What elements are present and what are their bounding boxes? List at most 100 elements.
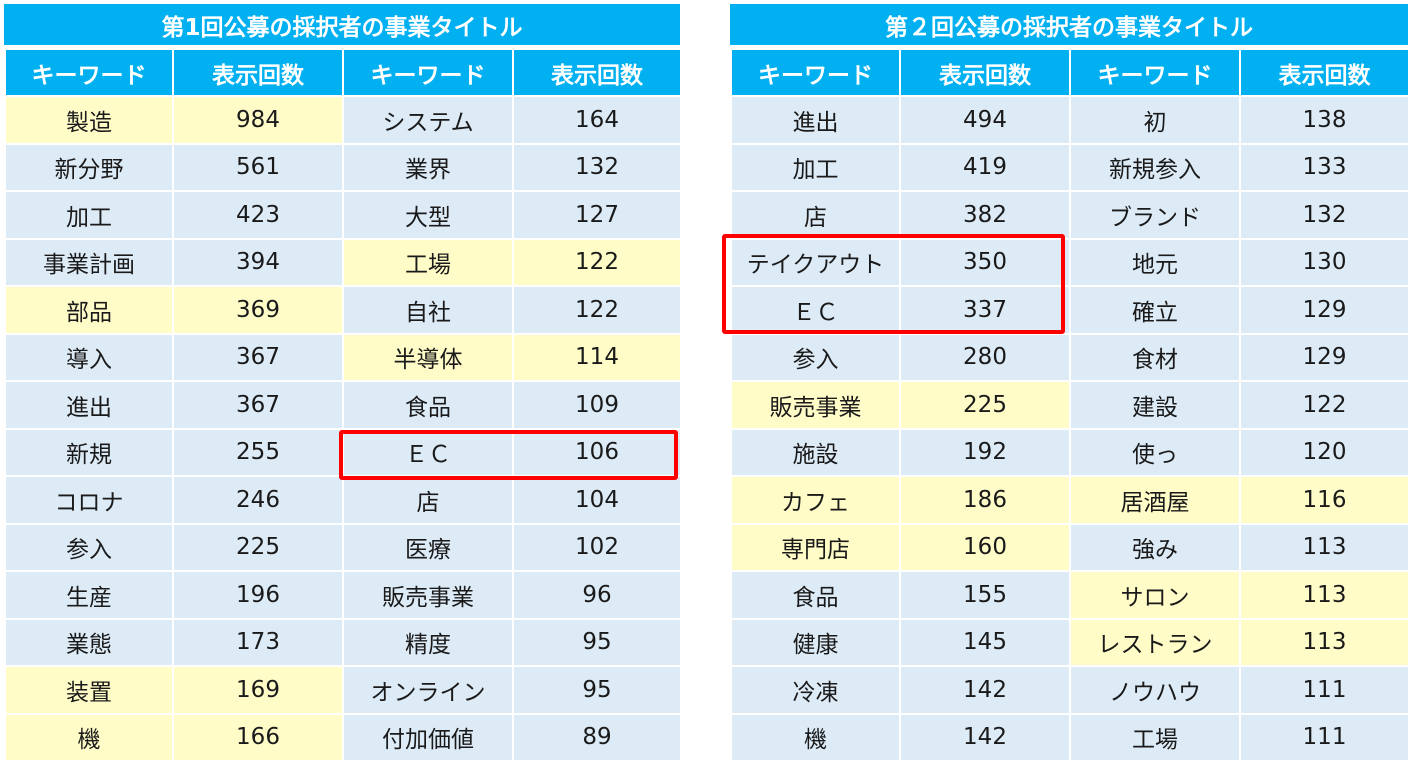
keyword-cell: 部品 [4, 285, 174, 335]
count-cell: 255 [172, 427, 344, 477]
count-cell: 192 [899, 427, 1071, 477]
keyword-cell: テイクアウト [730, 237, 901, 287]
table-row: 参入 280 食材 129 [730, 332, 1410, 382]
table-row: 生産 196 販売事業 96 [4, 570, 682, 620]
count-cell: 155 [899, 570, 1071, 620]
count-cell: 225 [172, 522, 344, 572]
keyword-cell: 自社 [342, 285, 514, 335]
table-row: 健康 145 レストラン 113 [730, 617, 1410, 667]
table-row: 参入 225 医療 102 [4, 522, 682, 572]
round1-title: 第1回公募の採択者の事業タイトル [4, 4, 680, 48]
keyword-cell: 新規参入 [1069, 142, 1241, 192]
keyword-cell: 施設 [730, 427, 901, 477]
table-row: 機 166 付加価値 89 [4, 712, 682, 762]
count-cell: 164 [512, 95, 682, 145]
keyword-cell: 導入 [4, 332, 174, 382]
keyword-cell: 半導体 [342, 332, 514, 382]
count-cell: 246 [172, 475, 344, 525]
count-cell: 145 [899, 617, 1071, 667]
header-keyword: キーワード [4, 48, 174, 97]
count-cell: 113 [1239, 617, 1410, 667]
table-row: 機 142 工場 111 [730, 712, 1410, 762]
keyword-cell: サロン [1069, 570, 1241, 620]
keyword-cell: 食品 [730, 570, 901, 620]
count-cell: 173 [172, 617, 344, 667]
table-row: 部品 369 自社 122 [4, 285, 682, 335]
table-row: 導入 367 半導体 114 [4, 332, 682, 382]
count-cell: 561 [172, 142, 344, 192]
header-keyword: キーワード [1069, 48, 1241, 97]
round2-title: 第２回公募の採択者の事業タイトル [730, 4, 1408, 48]
count-cell: 102 [512, 522, 682, 572]
count-cell: 350 [899, 237, 1071, 287]
count-cell: 95 [512, 665, 682, 715]
table-row: 食品 155 サロン 113 [730, 570, 1410, 620]
count-cell: 225 [899, 380, 1071, 430]
count-cell: 423 [172, 190, 344, 240]
header-keyword: キーワード [730, 48, 901, 97]
count-cell: 494 [899, 95, 1071, 145]
table-row: 進出 494 初 138 [730, 95, 1410, 145]
keyword-cell: 参入 [730, 332, 901, 382]
count-cell: 120 [1239, 427, 1410, 477]
header-count: 表示回数 [512, 48, 682, 97]
count-cell: 113 [1239, 522, 1410, 572]
count-cell: 106 [512, 427, 682, 477]
count-cell: 419 [899, 142, 1071, 192]
header-row: キーワード 表示回数 キーワード 表示回数 [730, 48, 1410, 97]
keyword-cell: 使っ [1069, 427, 1241, 477]
count-cell: 122 [512, 237, 682, 287]
count-cell: 394 [172, 237, 344, 287]
count-cell: 116 [1239, 475, 1410, 525]
count-cell: 132 [1239, 190, 1410, 240]
table-row: ＥＣ 337 確立 129 [730, 285, 1410, 335]
table-row: 専門店 160 強み 113 [730, 522, 1410, 572]
table-row: 製造 984 システム 164 [4, 95, 682, 145]
count-cell: 122 [512, 285, 682, 335]
count-cell: 382 [899, 190, 1071, 240]
table-row: 販売事業 225 建設 122 [730, 380, 1410, 430]
header-count: 表示回数 [1239, 48, 1410, 97]
keyword-cell: 製造 [4, 95, 174, 145]
count-cell: 129 [1239, 332, 1410, 382]
keyword-cell: 大型 [342, 190, 514, 240]
keyword-cell: カフェ [730, 475, 901, 525]
count-cell: 129 [1239, 285, 1410, 335]
keyword-cell: 店 [730, 190, 901, 240]
count-cell: 96 [512, 570, 682, 620]
table-row: 施設 192 使っ 120 [730, 427, 1410, 477]
count-cell: 367 [172, 380, 344, 430]
count-cell: 130 [1239, 237, 1410, 287]
keyword-cell: 確立 [1069, 285, 1241, 335]
table-row: コロナ 246 店 104 [4, 475, 682, 525]
count-cell: 111 [1239, 712, 1410, 762]
keyword-cell: 居酒屋 [1069, 475, 1241, 525]
keyword-cell: 機 [730, 712, 901, 762]
count-cell: 166 [172, 712, 344, 762]
keyword-cell: ノウハウ [1069, 665, 1241, 715]
keyword-cell: 進出 [730, 95, 901, 145]
keyword-cell: システム [342, 95, 514, 145]
count-cell: 369 [172, 285, 344, 335]
table-row: 店 382 ブランド 132 [730, 190, 1410, 240]
keyword-cell: 加工 [730, 142, 901, 192]
count-cell: 113 [1239, 570, 1410, 620]
keyword-cell: 工場 [1069, 712, 1241, 762]
keyword-cell: 参入 [4, 522, 174, 572]
keyword-cell: 進出 [4, 380, 174, 430]
keyword-cell: 生産 [4, 570, 174, 620]
count-cell: 196 [172, 570, 344, 620]
count-cell: 337 [899, 285, 1071, 335]
count-cell: 138 [1239, 95, 1410, 145]
keyword-cell: 専門店 [730, 522, 901, 572]
count-cell: 122 [1239, 380, 1410, 430]
table-row: 新分野 561 業界 132 [4, 142, 682, 192]
table-row: テイクアウト 350 地元 130 [730, 237, 1410, 287]
table-row: カフェ 186 居酒屋 116 [730, 475, 1410, 525]
keyword-cell: ＥＣ [730, 285, 901, 335]
keyword-cell: ＥＣ [342, 427, 514, 477]
keyword-cell: 精度 [342, 617, 514, 667]
header-row: キーワード 表示回数 キーワード 表示回数 [4, 48, 682, 97]
keyword-cell: 建設 [1069, 380, 1241, 430]
count-cell: 89 [512, 712, 682, 762]
